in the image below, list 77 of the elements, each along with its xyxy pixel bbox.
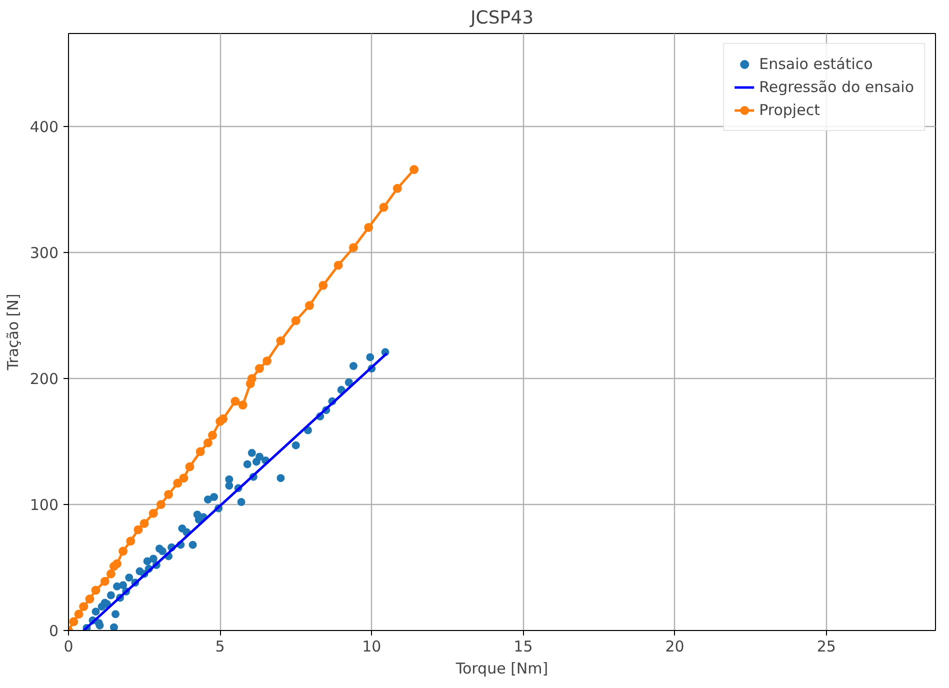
legend-label: Propject [759, 101, 820, 119]
point [110, 623, 118, 630]
point [203, 438, 212, 448]
chart-title: JCSP43 [469, 8, 534, 28]
point [69, 617, 78, 626]
y-axis-title: Tração [N] [4, 294, 22, 372]
x-tick-label: 5 [215, 638, 225, 656]
point [254, 364, 264, 374]
point [126, 536, 136, 546]
point [238, 400, 248, 410]
point [410, 165, 419, 174]
point [208, 430, 217, 440]
point [204, 496, 212, 504]
point [379, 202, 388, 212]
point [318, 280, 328, 290]
point [243, 460, 252, 468]
point [364, 222, 374, 232]
point [262, 356, 272, 366]
point [392, 184, 402, 193]
point [291, 316, 300, 326]
point [158, 547, 166, 556]
point [134, 525, 143, 534]
point [255, 452, 264, 461]
point [196, 447, 205, 456]
point [349, 362, 358, 370]
point [230, 396, 240, 406]
point [334, 260, 343, 270]
x-tick-label: 15 [514, 638, 533, 656]
point [74, 610, 84, 619]
point [225, 475, 234, 484]
point [276, 474, 285, 482]
point [348, 243, 358, 252]
point [148, 508, 158, 518]
point [149, 554, 158, 563]
point [210, 493, 218, 501]
point [218, 414, 228, 424]
point [173, 478, 182, 488]
point [85, 594, 94, 604]
y-tick-label: 400 [30, 118, 59, 136]
point [305, 301, 314, 310]
y-tick-label: 300 [30, 244, 59, 262]
point [179, 474, 188, 483]
point [247, 374, 256, 384]
point [276, 336, 286, 346]
point [188, 540, 197, 549]
point [106, 591, 115, 600]
point [164, 490, 174, 499]
point [100, 576, 110, 586]
point [140, 518, 149, 528]
point [106, 569, 116, 578]
point [79, 602, 88, 612]
point [225, 482, 234, 490]
point [91, 586, 100, 595]
point [344, 378, 353, 386]
point [143, 557, 152, 566]
y-tick-label: 100 [30, 496, 59, 514]
point [156, 500, 166, 510]
point [248, 448, 256, 457]
point [125, 574, 134, 582]
point [92, 608, 100, 616]
legend-label: Ensaio estático [759, 55, 873, 73]
point [366, 353, 374, 362]
point [112, 559, 122, 568]
x-tick-label: 25 [816, 638, 836, 656]
y-tick-label: 200 [30, 370, 59, 388]
x-axis-title: Torque [Nm] [454, 660, 548, 678]
point [118, 546, 128, 556]
point [292, 441, 300, 450]
legend-label: Regressão do ensaio [759, 78, 914, 96]
x-tick-label: 0 [64, 638, 74, 656]
point [119, 581, 128, 590]
point [111, 610, 120, 618]
y-tick-label: 0 [48, 622, 59, 640]
point [237, 498, 246, 506]
point [185, 462, 194, 472]
x-tick-label: 10 [362, 638, 382, 656]
x-tick-label: 20 [665, 638, 684, 656]
